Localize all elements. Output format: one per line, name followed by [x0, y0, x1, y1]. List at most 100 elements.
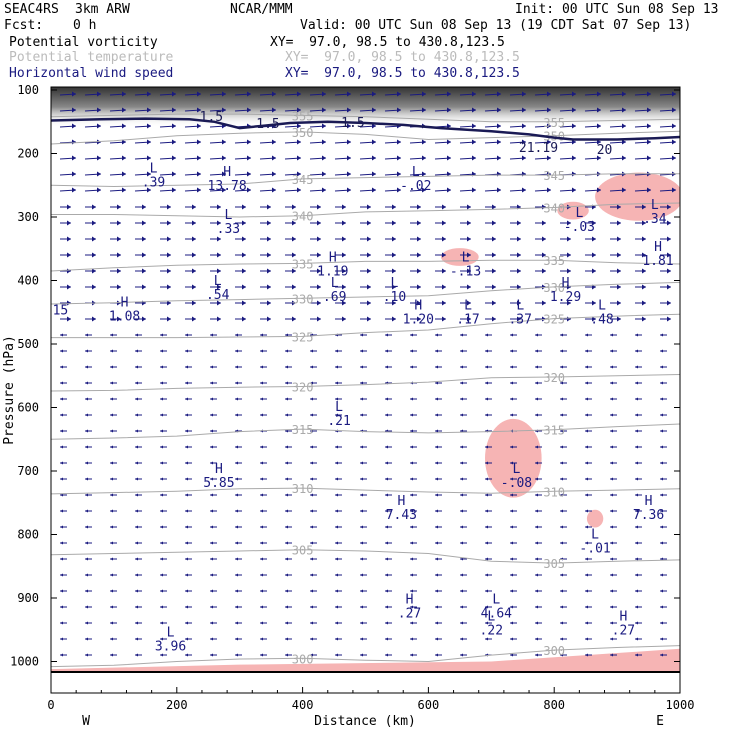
- wind-vector: [135, 445, 142, 449]
- wind-vector: [435, 477, 442, 481]
- wind-vector: [485, 621, 492, 625]
- extremum-low: L.21: [327, 400, 350, 429]
- wind-vector: [160, 268, 171, 274]
- wind-vector: [259, 187, 277, 193]
- wind-vector: [209, 139, 227, 145]
- wind-vector: [135, 429, 142, 433]
- wind-vector: [310, 525, 317, 529]
- wind-vector: [585, 621, 592, 625]
- svg-text:L: L: [487, 609, 495, 624]
- wind-vector: [560, 397, 567, 401]
- wind-vector: [285, 621, 292, 625]
- wind-vector: [410, 316, 421, 322]
- extremum-high: H.27: [612, 609, 635, 638]
- extremum-low: L3.96: [155, 625, 186, 654]
- wind-vector: [485, 316, 496, 322]
- wind-vector: [485, 461, 492, 465]
- wind-vector: [535, 605, 542, 609]
- wind-vector: [485, 268, 496, 274]
- model-resolution: 3km ARW: [75, 2, 130, 17]
- wind-vector: [285, 445, 292, 449]
- wind-vector: [159, 91, 177, 97]
- wind-vector: [235, 300, 246, 306]
- svg-text:H: H: [329, 251, 337, 266]
- wind-vector: [335, 461, 342, 465]
- wind-vector: [310, 349, 317, 353]
- wind-vector: [85, 429, 92, 433]
- wind-vector: [135, 268, 146, 274]
- wind-vector: [260, 653, 267, 657]
- wind-vector: [660, 252, 671, 258]
- wind-vector: [385, 653, 392, 657]
- wind-vector: [535, 621, 542, 625]
- field-name-wind: Horizontal wind speed: [9, 66, 174, 81]
- wind-vector: [510, 637, 517, 641]
- wind-vector: [135, 461, 142, 465]
- pv-contour-label: 1.5: [200, 110, 223, 125]
- wind-vector: [560, 381, 567, 385]
- wind-vector: [509, 171, 527, 177]
- wind-vector: [585, 429, 592, 433]
- wind-vector: [310, 365, 317, 369]
- wind-vector: [160, 589, 167, 593]
- wind-vector: [235, 284, 246, 290]
- wind-vector: [109, 91, 127, 97]
- wind-vector: [510, 541, 517, 545]
- wind-vector: [85, 236, 96, 242]
- wind-vector: [285, 493, 292, 497]
- svg-text:.27: .27: [398, 606, 421, 621]
- wind-vector: [360, 220, 371, 226]
- wind-vector: [260, 220, 271, 226]
- wind-vector: [485, 349, 492, 353]
- wind-vector: [585, 252, 596, 258]
- wind-vector: [235, 252, 246, 258]
- wind-vector: [610, 653, 617, 657]
- wind-vector: [260, 573, 267, 577]
- wind-vector: [160, 621, 167, 625]
- wind-vector: [535, 461, 542, 465]
- wind-vector: [360, 349, 367, 353]
- wind-vector: [460, 252, 471, 258]
- svg-text:L: L: [464, 298, 472, 313]
- wind-vector: [135, 477, 142, 481]
- wind-vector: [310, 557, 317, 561]
- svg-text:1.29: 1.29: [550, 290, 581, 305]
- wind-vector: [60, 573, 67, 577]
- wind-vector: [135, 300, 146, 306]
- wind-vector: [160, 525, 167, 529]
- wind-vector: [234, 139, 252, 145]
- x-tick-label: 1000: [666, 698, 695, 712]
- wind-vector: [185, 333, 192, 337]
- wind-vector: [209, 107, 227, 113]
- wind-vector: [585, 413, 592, 417]
- svg-text:L: L: [331, 276, 339, 291]
- wind-vector: [510, 605, 517, 609]
- wind-vector: [60, 300, 71, 306]
- wind-vector: [385, 461, 392, 465]
- wind-vector: [535, 637, 542, 641]
- wind-vector: [59, 123, 77, 129]
- svg-text:-.01: -.01: [579, 541, 610, 556]
- wind-vector: [484, 139, 502, 145]
- wind-vector: [585, 477, 592, 481]
- wind-vector: [185, 605, 192, 609]
- wind-vector: [635, 333, 642, 337]
- svg-text:H: H: [562, 276, 570, 291]
- theta-contour-340: [51, 202, 680, 218]
- wind-vector: [309, 123, 327, 129]
- theta-contour-label: 310: [543, 485, 565, 499]
- wind-vector: [260, 493, 267, 497]
- wind-vector: [135, 589, 142, 593]
- wind-vector: [510, 268, 521, 274]
- y-tick-label: 900: [17, 591, 39, 605]
- wind-vector: [235, 477, 242, 481]
- theta-contour-315: [51, 423, 680, 440]
- wind-vector: [660, 429, 667, 433]
- wind-vector: [160, 220, 171, 226]
- wind-vector: [510, 573, 517, 577]
- wind-vector: [259, 107, 277, 113]
- wind-vector: [285, 236, 296, 242]
- wind-vector: [310, 429, 317, 433]
- wind-vector: [410, 605, 417, 609]
